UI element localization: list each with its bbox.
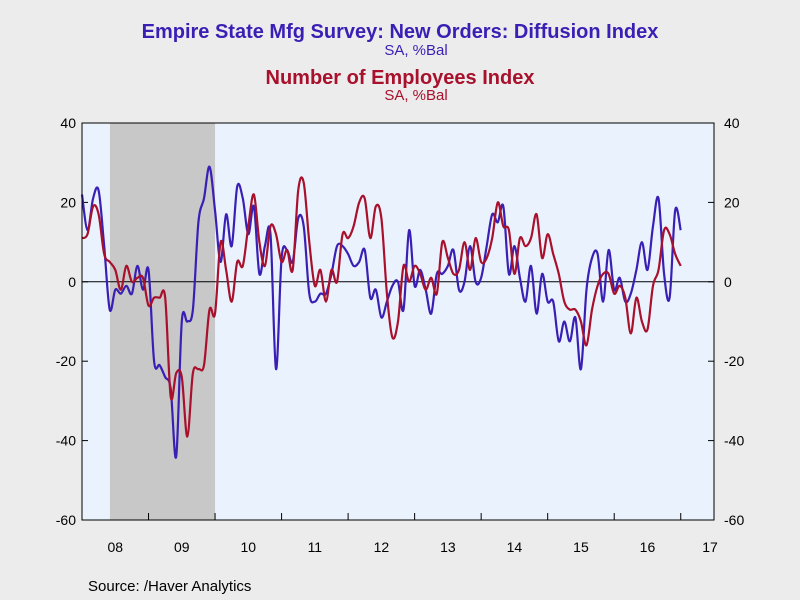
chart-subtitle-new-orders: SA, %Bal (384, 42, 448, 59)
x-tick-label: 12 (374, 539, 390, 555)
x-tick-label: 10 (241, 539, 257, 555)
x-tick-label: 17 (702, 539, 718, 555)
series-layer (80, 165, 682, 459)
y-tick-label-right: 20 (724, 194, 740, 210)
y-tick-label-right: 40 (724, 115, 740, 131)
chart-title-employees: Number of Employees Index (265, 67, 535, 89)
source-note: Source: /Haver Analytics (88, 578, 252, 595)
series-line-new-orders (80, 165, 682, 459)
x-tick-label: 15 (573, 539, 589, 555)
recession-shading (109, 123, 216, 520)
series-line-employees (81, 176, 682, 438)
plot-frame (81, 122, 715, 521)
y-tick-label-left: 0 (68, 274, 76, 290)
x-tick-label: 08 (107, 539, 123, 555)
chart-subtitle-employees: SA, %Bal (384, 87, 448, 104)
x-axis: 08 09 10 11 12 13 14 15 16 17 (107, 513, 718, 555)
x-tick-label: 11 (308, 539, 323, 555)
y-tick-label-left: 40 (60, 115, 76, 131)
y-tick-label-right: -60 (724, 512, 744, 528)
y-tick-label-left: 20 (60, 194, 76, 210)
chart-title-new-orders: Empire State Mfg Survey: New Orders: Dif… (141, 21, 659, 43)
x-tick-label: 09 (174, 539, 190, 555)
x-tick-label: 16 (640, 539, 656, 555)
y-axis-left: -60 -40 -20 0 20 40 (56, 115, 88, 528)
y-tick-label-left: -60 (56, 512, 76, 528)
y-tick-label-right: 0 (724, 274, 732, 290)
y-tick-label-left: -40 (56, 433, 76, 449)
x-tick-label: 13 (440, 539, 456, 555)
y-tick-label-left: -20 (56, 353, 76, 369)
y-axis-right: -60 -40 -20 0 20 40 (708, 115, 744, 528)
x-tick-label: 14 (507, 539, 523, 555)
y-tick-label-right: -20 (724, 353, 744, 369)
y-tick-label-right: -40 (724, 433, 744, 449)
